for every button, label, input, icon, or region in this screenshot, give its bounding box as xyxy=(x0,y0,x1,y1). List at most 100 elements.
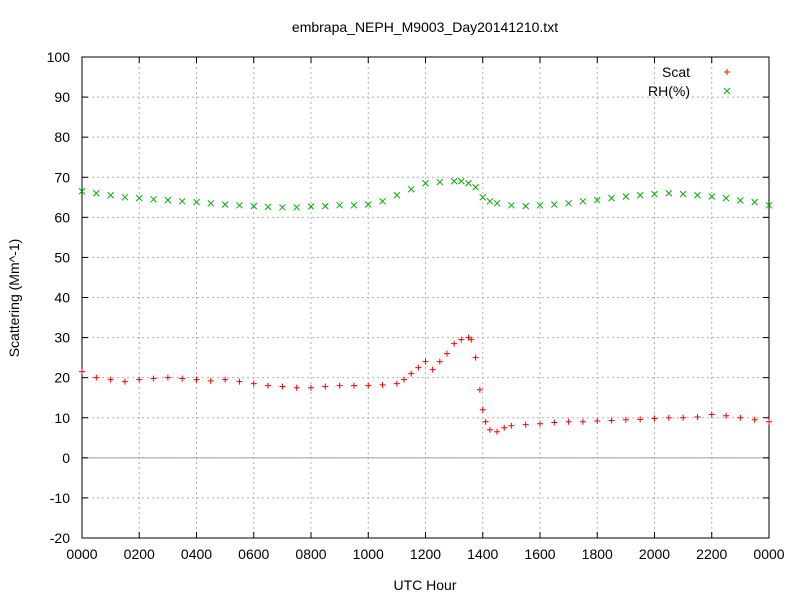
scat-point xyxy=(565,418,572,425)
scat-point xyxy=(401,376,408,383)
rh-point xyxy=(293,203,301,211)
scat-point xyxy=(468,336,475,343)
rh-point xyxy=(107,191,114,199)
rh-point xyxy=(651,190,658,198)
rh-point xyxy=(379,197,386,205)
x-tick-label: 0200 xyxy=(124,546,155,562)
x-tick-label: 2200 xyxy=(696,546,727,562)
scat-point xyxy=(622,416,629,423)
y-tick-label: 70 xyxy=(54,169,70,185)
rh-point xyxy=(236,201,243,209)
rh-point xyxy=(221,201,229,208)
scat-point xyxy=(694,413,701,420)
y-tick-label: 10 xyxy=(54,410,70,426)
x-tick-label: 1000 xyxy=(353,546,384,562)
legend: Scat RH(%) xyxy=(648,64,731,99)
rh-point xyxy=(508,201,515,209)
x-tick-label: 0800 xyxy=(295,546,326,562)
rh-point xyxy=(207,199,215,207)
rh-point xyxy=(422,179,429,187)
series-layer xyxy=(78,177,773,435)
rh-point xyxy=(608,194,615,202)
rh-point xyxy=(765,201,773,209)
rh-point xyxy=(751,198,759,206)
rh-point xyxy=(493,199,501,207)
rh-point xyxy=(121,193,129,201)
scat-point xyxy=(336,382,343,389)
scat-point xyxy=(393,380,400,387)
scat-point xyxy=(766,418,772,425)
scat-point xyxy=(737,414,744,421)
x-tick-label: 1800 xyxy=(582,546,613,562)
scat-point xyxy=(723,412,730,419)
scat-point xyxy=(179,375,186,382)
x-tick-label: 1200 xyxy=(410,546,441,562)
series-rh xyxy=(78,177,773,211)
rh-point xyxy=(486,197,494,205)
rh-point xyxy=(264,203,272,211)
rh-point xyxy=(436,178,444,186)
scat-point xyxy=(136,376,143,383)
rh-point xyxy=(407,185,415,193)
scat-point xyxy=(293,384,300,391)
rh-point xyxy=(579,197,587,205)
rh-point xyxy=(164,196,172,204)
scat-point xyxy=(436,358,443,365)
scat-point xyxy=(501,424,508,431)
scat-point xyxy=(594,417,601,424)
rh-point xyxy=(737,197,744,204)
scat-point xyxy=(579,418,586,425)
scat-point xyxy=(107,376,114,383)
scat-point xyxy=(608,417,615,424)
y-tick-label: 100 xyxy=(47,49,71,65)
rh-point xyxy=(636,191,644,199)
x-tick-labels: 0000 0200 0400 0600 0800 1000 1200 1400 1600 1800… xyxy=(66,546,784,562)
x-tick-label: 0000 xyxy=(753,546,784,562)
y-tick-label: -10 xyxy=(50,490,70,506)
rh-point xyxy=(565,199,572,207)
scat-point xyxy=(379,381,386,388)
rh-point xyxy=(622,193,630,200)
rh-point xyxy=(457,177,465,185)
rh-point xyxy=(78,187,86,195)
rh-point xyxy=(92,189,100,197)
rh-point xyxy=(364,201,372,208)
x-tick-label: 0600 xyxy=(238,546,269,562)
scat-point xyxy=(250,380,257,387)
y-axis-label: Scattering (Mm^-1) xyxy=(6,239,22,358)
series-scat xyxy=(79,334,772,435)
x-tick-label: 2000 xyxy=(639,546,670,562)
x-tick-label: 1600 xyxy=(524,546,555,562)
rh-point xyxy=(722,194,730,202)
y-tick-label: 20 xyxy=(54,370,70,386)
rh-point xyxy=(472,183,479,191)
scat-point xyxy=(429,366,436,373)
rh-point xyxy=(479,193,487,201)
rh-point xyxy=(193,198,200,206)
scat-point xyxy=(708,411,715,418)
rh-point xyxy=(450,177,458,185)
y-tick-label: -20 xyxy=(50,530,70,546)
rh-point xyxy=(708,193,716,200)
rh-point xyxy=(665,189,673,197)
y-tick-labels: -20 -10 0 10 20 30 40 50 60 70 80 90 100 xyxy=(47,49,71,546)
scat-point xyxy=(408,370,415,377)
y-tick-label: 40 xyxy=(54,290,70,306)
scat-point xyxy=(93,374,100,381)
scat-point xyxy=(476,386,483,393)
scat-point xyxy=(150,375,157,382)
scat-point xyxy=(222,376,229,383)
scat-point xyxy=(279,383,286,390)
scat-point xyxy=(751,416,758,423)
legend-label: Scat xyxy=(662,64,690,80)
scat-point xyxy=(522,421,529,428)
scat-point xyxy=(472,354,479,361)
axis-ticks xyxy=(81,56,770,539)
scat-point xyxy=(365,382,372,389)
scat-point xyxy=(443,350,450,357)
rh-point xyxy=(522,202,530,210)
scat-point xyxy=(415,364,422,371)
rh-point xyxy=(593,196,601,204)
x-tick-label: 0400 xyxy=(181,546,212,562)
